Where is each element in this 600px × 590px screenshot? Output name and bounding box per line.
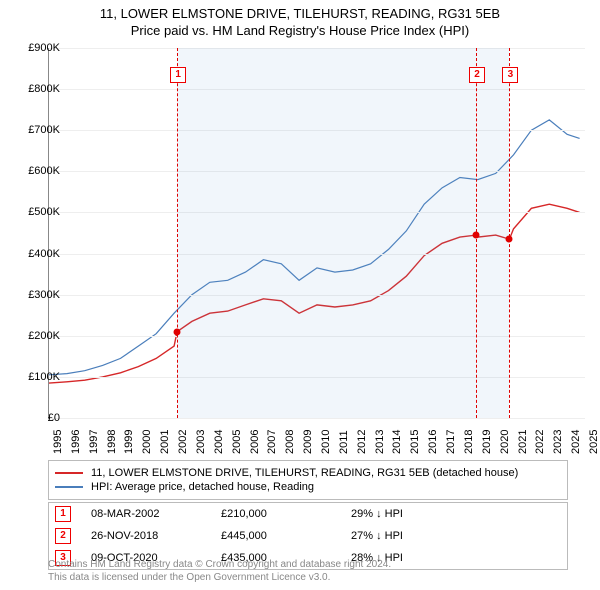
x-axis-tick-label: 2013: [374, 430, 386, 454]
x-axis-tick-label: 1996: [70, 430, 82, 454]
x-axis-tick-label: 2006: [249, 430, 261, 454]
x-axis-tick-label: 2025: [588, 430, 600, 454]
x-axis-tick-label: 2007: [266, 430, 278, 454]
legend-item: 11, LOWER ELMSTONE DRIVE, TILEHURST, REA…: [55, 467, 561, 479]
table-row: 2 26-NOV-2018 £445,000 27% ↓ HPI: [49, 525, 567, 547]
x-axis-tick-label: 2018: [463, 430, 475, 454]
x-axis-tick-label: 2014: [391, 430, 403, 454]
y-axis-tick-label: £200K: [28, 330, 60, 342]
x-axis-tick-label: 2015: [409, 430, 421, 454]
legend-swatch: [55, 486, 83, 488]
x-axis-tick-label: 1997: [88, 430, 100, 454]
sale-marker-point: [473, 232, 480, 239]
sale-marker-box: 2: [469, 67, 485, 83]
title-subtitle: Price paid vs. HM Land Registry's House …: [0, 23, 600, 38]
y-axis-tick-label: £600K: [28, 165, 60, 177]
title-address: 11, LOWER ELMSTONE DRIVE, TILEHURST, REA…: [0, 6, 600, 21]
shaded-period: [177, 48, 509, 418]
x-axis-tick-label: 2019: [481, 430, 493, 454]
x-axis-tick-label: 2002: [177, 430, 189, 454]
x-axis-tick-label: 2003: [195, 430, 207, 454]
table-row: 1 08-MAR-2002 £210,000 29% ↓ HPI: [49, 503, 567, 525]
legend-label: 11, LOWER ELMSTONE DRIVE, TILEHURST, REA…: [91, 467, 518, 479]
chart-container: 11, LOWER ELMSTONE DRIVE, TILEHURST, REA…: [0, 0, 600, 590]
x-axis-tick-label: 2011: [338, 430, 350, 454]
legend-swatch: [55, 472, 83, 474]
x-axis-tick-label: 1995: [52, 430, 64, 454]
sale-marker-line: [177, 48, 178, 418]
y-axis-tick-label: £900K: [28, 42, 60, 54]
legend-item: HPI: Average price, detached house, Read…: [55, 481, 561, 493]
sale-marker-point: [174, 328, 181, 335]
sale-marker-line: [509, 48, 510, 418]
x-axis-tick-label: 2024: [570, 430, 582, 454]
y-axis-tick-label: £500K: [28, 206, 60, 218]
x-axis-tick-label: 2010: [320, 430, 332, 454]
legend-box: 11, LOWER ELMSTONE DRIVE, TILEHURST, REA…: [48, 460, 568, 500]
sale-price: £210,000: [221, 508, 351, 520]
x-axis-tick-label: 2008: [284, 430, 296, 454]
x-axis-tick-label: 2022: [534, 430, 546, 454]
y-axis-tick-label: £300K: [28, 289, 60, 301]
y-axis-tick-label: £800K: [28, 83, 60, 95]
sale-date: 26-NOV-2018: [91, 530, 221, 542]
y-axis-tick-label: £100K: [28, 371, 60, 383]
y-axis-tick-label: £400K: [28, 248, 60, 260]
x-axis-tick-label: 2017: [445, 430, 457, 454]
sale-hpi-diff: 29% ↓ HPI: [351, 508, 561, 520]
sale-marker-index: 1: [55, 506, 71, 522]
grid-line: [49, 418, 585, 419]
sale-price: £445,000: [221, 530, 351, 542]
y-axis-tick-label: £0: [48, 412, 60, 424]
sale-hpi-diff: 27% ↓ HPI: [351, 530, 561, 542]
x-axis-tick-label: 2004: [213, 430, 225, 454]
title-block: 11, LOWER ELMSTONE DRIVE, TILEHURST, REA…: [0, 0, 600, 38]
x-axis-tick-label: 1999: [123, 430, 135, 454]
x-axis-tick-label: 2005: [231, 430, 243, 454]
legend-label: HPI: Average price, detached house, Read…: [91, 481, 314, 493]
x-axis-tick-label: 2016: [427, 430, 439, 454]
footer-line1: Contains HM Land Registry data © Crown c…: [48, 558, 568, 571]
y-axis-tick-label: £700K: [28, 124, 60, 136]
x-axis-tick-label: 2020: [499, 430, 511, 454]
chart-plot-area: 1 2 3: [48, 48, 585, 419]
x-axis-tick-label: 2009: [302, 430, 314, 454]
x-axis-tick-label: 1998: [106, 430, 118, 454]
footer-attribution: Contains HM Land Registry data © Crown c…: [48, 558, 568, 584]
sale-marker-point: [506, 236, 513, 243]
sale-marker-box: 3: [502, 67, 518, 83]
sale-marker-box: 1: [170, 67, 186, 83]
x-axis-tick-label: 2001: [159, 430, 171, 454]
x-axis-tick-label: 2000: [141, 430, 153, 454]
x-axis-tick-label: 2021: [517, 430, 529, 454]
sale-date: 08-MAR-2002: [91, 508, 221, 520]
sale-marker-index: 2: [55, 528, 71, 544]
x-axis-tick-label: 2012: [356, 430, 368, 454]
footer-line2: This data is licensed under the Open Gov…: [48, 571, 568, 584]
x-axis-tick-label: 2023: [552, 430, 564, 454]
